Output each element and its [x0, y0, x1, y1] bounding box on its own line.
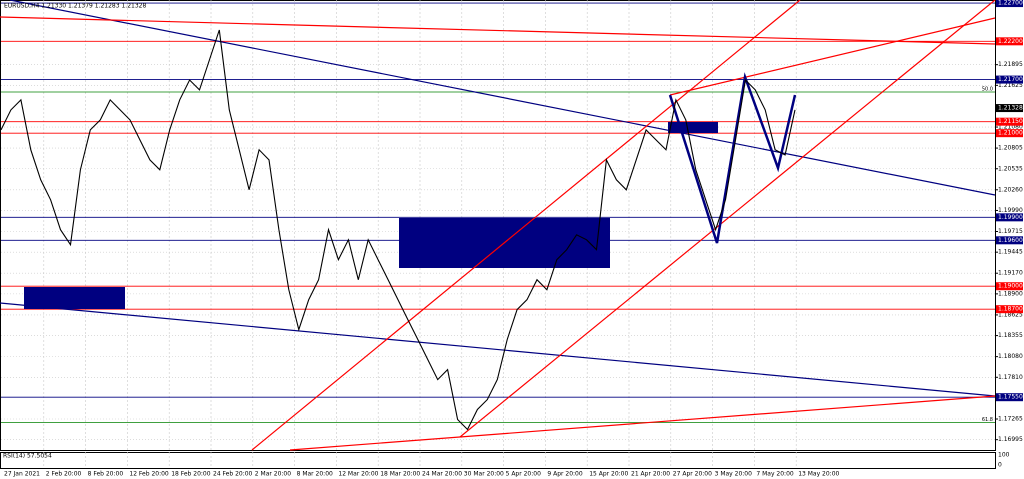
level-tag — [996, 305, 1023, 314]
y-tick-label: 1.17810 — [998, 374, 1023, 381]
trend-line — [669, 17, 996, 96]
x-tick-label: 15 Apr 20:00 — [589, 471, 628, 478]
trend-line — [459, 0, 996, 438]
level-label: 1.22200 — [998, 38, 1023, 45]
indicator-tick-label: 100 — [998, 452, 1010, 459]
x-tick-label: 27 Jan 2021 — [4, 471, 40, 478]
level-tag — [996, 282, 1023, 291]
y-tick-label: 1.20805 — [998, 145, 1023, 152]
x-tick-label: 18 Mar 20:00 — [380, 471, 420, 478]
y-tick-label: 1.17265 — [998, 416, 1023, 423]
current-tag — [996, 104, 1023, 113]
x-tick-label: 24 Feb 20:00 — [213, 471, 253, 478]
level-tag — [996, 117, 1023, 126]
level-label: 1.21000 — [998, 130, 1023, 137]
x-tick-label: 12 Feb 20:00 — [129, 471, 169, 478]
trend-line — [251, 0, 801, 451]
trend-line — [9, 0, 996, 196]
y-tick-label: 1.19990 — [998, 207, 1023, 214]
x-tick-label: 7 May 20:00 — [756, 471, 794, 478]
y-tick-label: 1.21080 — [998, 124, 1023, 131]
level-tag — [996, 37, 1023, 46]
level-tag — [996, 129, 1023, 138]
grid — [1, 0, 995, 468]
x-tick-label: 5 Apr 20:00 — [506, 471, 541, 478]
x-tick-label: 8 Mar 20:00 — [297, 471, 333, 478]
x-tick-label: 9 Apr 20:00 — [547, 471, 582, 478]
current-label: 1.21328 — [998, 105, 1023, 112]
x-tick-label: 8 Feb 20:00 — [88, 471, 124, 478]
y-tick-label: 1.18355 — [998, 332, 1023, 339]
trend-line — [0, 302, 996, 397]
level-label: 1.19600 — [998, 237, 1023, 244]
x-tick-label: 12 Mar 20:00 — [338, 471, 378, 478]
y-tick-label: 1.21625 — [998, 82, 1023, 89]
zone — [668, 122, 718, 133]
y-tick-label: 1.20260 — [998, 186, 1023, 193]
y-tick-label: 1.16995 — [998, 436, 1023, 443]
y-tick-label: 1.18625 — [998, 311, 1023, 318]
y-tick-label: 1.18080 — [998, 353, 1023, 360]
trend-line — [289, 395, 996, 451]
level-tag — [996, 75, 1023, 84]
trend-line — [0, 16, 996, 45]
x-tick-label: 2 Feb 20:00 — [46, 471, 82, 478]
x-tick-label: 18 Feb 20:00 — [171, 471, 211, 478]
indicator-tick-label: 0 — [998, 462, 1002, 469]
x-tick-label: 3 May 20:00 — [715, 471, 753, 478]
x-tick-label: 21 Apr 20:00 — [631, 471, 670, 478]
y-tick-label: 1.21895 — [998, 61, 1023, 68]
wave-path — [668, 72, 797, 244]
level-label: 1.22700 — [998, 0, 1023, 7]
level-tag — [996, 0, 1023, 8]
y-tick-label: 1.19715 — [998, 228, 1023, 235]
zone — [24, 287, 125, 309]
y-tick-label: 1.19170 — [998, 270, 1023, 277]
level-label: 1.17550 — [998, 394, 1023, 401]
y-tick-label: 1.20535 — [998, 165, 1023, 172]
x-tick-label: 13 May 20:00 — [798, 471, 839, 478]
x-tick-label: 24 Mar 20:00 — [422, 471, 462, 478]
indicator-frame — [0, 452, 996, 469]
level-label: 1.21700 — [998, 76, 1023, 83]
level-label: 1.19900 — [998, 214, 1023, 221]
level-label: 1.18700 — [998, 306, 1023, 313]
level-tag — [996, 236, 1023, 245]
y-tick-label: 1.18900 — [998, 290, 1023, 297]
fib-label: 50.0 — [982, 86, 993, 92]
marks — [0, 29, 796, 431]
price-line — [0, 29, 796, 431]
level-label: 1.19000 — [998, 283, 1023, 290]
level-tag — [996, 393, 1023, 402]
level-label: 1.21150 — [998, 118, 1023, 125]
fib-label: 61.8 — [982, 417, 993, 423]
level-tag — [996, 213, 1023, 222]
chart-title: EURUSD,H4 1.21330 1.21379 1.21283 1.2132… — [4, 3, 146, 10]
x-tick-label: 2 Mar 20:00 — [255, 471, 291, 478]
y-tick-label: 1.19445 — [998, 249, 1023, 256]
indicator-title: RSI(14) 57.5054 — [3, 453, 52, 460]
x-tick-label: 27 Apr 20:00 — [673, 471, 712, 478]
x-tick-label: 30 Mar 20:00 — [464, 471, 504, 478]
